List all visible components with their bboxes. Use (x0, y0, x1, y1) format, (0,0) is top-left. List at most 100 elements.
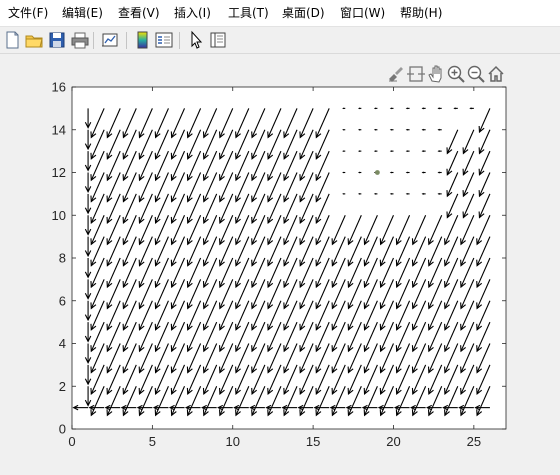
quiver-arrow (122, 343, 137, 374)
quiver-arrow (299, 279, 314, 310)
quiver-arrow (283, 129, 298, 160)
quiver-arrow (170, 108, 186, 139)
y-tick-label: 4 (59, 336, 66, 351)
quiver-arrow (444, 257, 459, 289)
quiver-arrow (444, 215, 459, 246)
zoom-in-button[interactable] (446, 64, 466, 84)
quiver-arrow (84, 236, 92, 258)
quiver-arrow (283, 364, 298, 396)
edit-plot-pointer-button[interactable] (186, 30, 206, 50)
quiver-arrow (186, 300, 202, 331)
quiver-arrow (200, 404, 217, 411)
insert-legend-button[interactable] (154, 30, 174, 50)
quiver-arrow (347, 279, 362, 310)
quiver-arrow (347, 386, 362, 417)
quiver-arrow (460, 215, 475, 246)
quiver-arrow (331, 279, 346, 310)
open-file-button[interactable] (24, 30, 44, 50)
insert-legend-icon (155, 32, 173, 48)
zoom-out-button[interactable] (466, 64, 486, 84)
quiver-arrow (315, 321, 330, 353)
brush-button[interactable] (386, 64, 406, 84)
quiver-arrow (460, 386, 475, 417)
quiver-arrow (411, 364, 427, 396)
menu-item-7[interactable]: 帮助(H) (400, 6, 443, 20)
menu-item-2[interactable]: 查看(V) (118, 6, 160, 20)
quiver-arrow (84, 215, 92, 236)
quiver-arrow (219, 215, 234, 246)
menu-item-0[interactable]: 文件(F) (8, 6, 49, 20)
quiver-arrow (122, 386, 137, 417)
quiver-arrow (427, 300, 443, 331)
quiver-arrow (267, 193, 282, 225)
quiver-arrow (90, 172, 105, 203)
quiver-arrow (460, 364, 475, 396)
quiver-arrow (363, 321, 378, 353)
quiver-arrow (342, 150, 346, 152)
quiver-arrow (363, 215, 378, 246)
quiver-arrow (251, 108, 266, 139)
save-button[interactable] (47, 30, 67, 50)
quiver-arrow (106, 193, 121, 225)
print-button[interactable] (70, 30, 90, 50)
quiver-arrow (444, 300, 459, 331)
insert-colorbar-button[interactable] (133, 30, 153, 50)
quiver-arrow (138, 386, 153, 417)
quiver-arrow (373, 150, 378, 152)
quiver-arrow (90, 129, 105, 160)
quiver-arrow (478, 129, 491, 155)
quiver-arrow (444, 386, 459, 417)
quiver-arrow (267, 343, 282, 374)
data-tips-button[interactable] (406, 64, 426, 84)
quiver-arrow (251, 193, 266, 225)
home-restore-button[interactable] (486, 64, 506, 84)
quiver-arrow (122, 321, 137, 353)
pan-hand-button[interactable] (426, 64, 446, 84)
quiver-arrow (315, 129, 330, 160)
quiver-arrow (411, 343, 427, 374)
quiver-arrow (138, 215, 153, 246)
quiver-arrow (379, 300, 394, 331)
quiver-arrow (219, 300, 234, 331)
quiver-arrow (379, 279, 394, 310)
quiver-arrow (283, 279, 298, 310)
quiver-arrow (154, 129, 169, 160)
quiver-arrow (395, 386, 411, 417)
link-plot-button[interactable] (100, 30, 120, 50)
quiver-arrow (235, 257, 250, 289)
menu-item-3[interactable]: 插入(I) (174, 6, 211, 20)
quiver-arrow (379, 364, 394, 396)
quiver-arrow (235, 129, 250, 160)
menu-item-1[interactable]: 编辑(E) (62, 6, 103, 20)
quiver-arrow (315, 257, 330, 289)
quiver-arrow (476, 343, 491, 374)
menu-item-4[interactable]: 工具(T) (228, 6, 269, 20)
quiver-arrow (84, 193, 92, 215)
x-tick-label: 25 (467, 434, 481, 449)
quiver-arrow (106, 129, 121, 160)
quiver-arrow (331, 300, 346, 331)
save-icon (49, 32, 65, 48)
quiver-arrow (342, 128, 346, 131)
data-tips-icon (407, 66, 425, 82)
quiver-arrow (138, 300, 153, 331)
x-tick-label: 15 (306, 434, 320, 449)
quiver-arrow (460, 279, 475, 310)
quiver-arrow (219, 257, 234, 289)
x-tick-label: 5 (149, 434, 156, 449)
new-figure-icon (6, 31, 19, 49)
quiver-arrow (106, 150, 121, 182)
quiver-arrow (405, 107, 410, 110)
quiver-arrow (106, 300, 121, 331)
property-inspector-button[interactable] (208, 30, 228, 50)
y-tick-label: 6 (59, 293, 66, 308)
quiver-arrow (363, 279, 378, 310)
new-figure-button[interactable] (2, 30, 22, 50)
menu-item-6[interactable]: 窗口(W) (340, 6, 386, 20)
quiver-arrow (476, 215, 491, 246)
quiver-arrow (202, 108, 218, 139)
menu-item-5[interactable]: 桌面(D) (282, 6, 325, 20)
quiver-arrow (395, 257, 411, 289)
quiver-arrow (442, 404, 458, 411)
quiver-arrow (299, 215, 314, 246)
